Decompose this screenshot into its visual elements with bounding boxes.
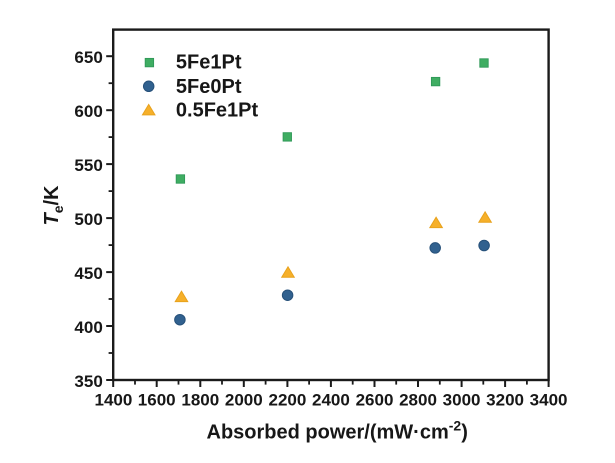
svg-text:350: 350 (74, 372, 102, 391)
svg-text:2600: 2600 (356, 391, 394, 410)
svg-text:3400: 3400 (530, 391, 568, 410)
svg-text:3200: 3200 (486, 391, 524, 410)
svg-text:500: 500 (74, 210, 102, 229)
svg-text:0.5Fe1Pt: 0.5Fe1Pt (176, 100, 259, 122)
svg-text:600: 600 (74, 102, 102, 121)
svg-text:Absorbed power/(mW·cm-2): Absorbed power/(mW·cm-2) (207, 418, 468, 444)
svg-text:650: 650 (74, 48, 102, 67)
svg-text:1600: 1600 (138, 391, 176, 410)
svg-text:2200: 2200 (268, 391, 306, 410)
svg-text:3000: 3000 (443, 391, 481, 410)
svg-text:2400: 2400 (312, 391, 350, 410)
svg-text:5Fe0Pt: 5Fe0Pt (176, 76, 242, 98)
svg-text:450: 450 (74, 264, 102, 283)
svg-text:5Fe1Pt: 5Fe1Pt (176, 52, 242, 74)
svg-text:550: 550 (74, 156, 102, 175)
svg-text:Te/K: Te/K (41, 185, 66, 226)
svg-text:1800: 1800 (181, 391, 219, 410)
svg-text:400: 400 (74, 318, 102, 337)
svg-text:2000: 2000 (225, 391, 263, 410)
svg-text:1400: 1400 (94, 391, 132, 410)
svg-text:2800: 2800 (399, 391, 437, 410)
